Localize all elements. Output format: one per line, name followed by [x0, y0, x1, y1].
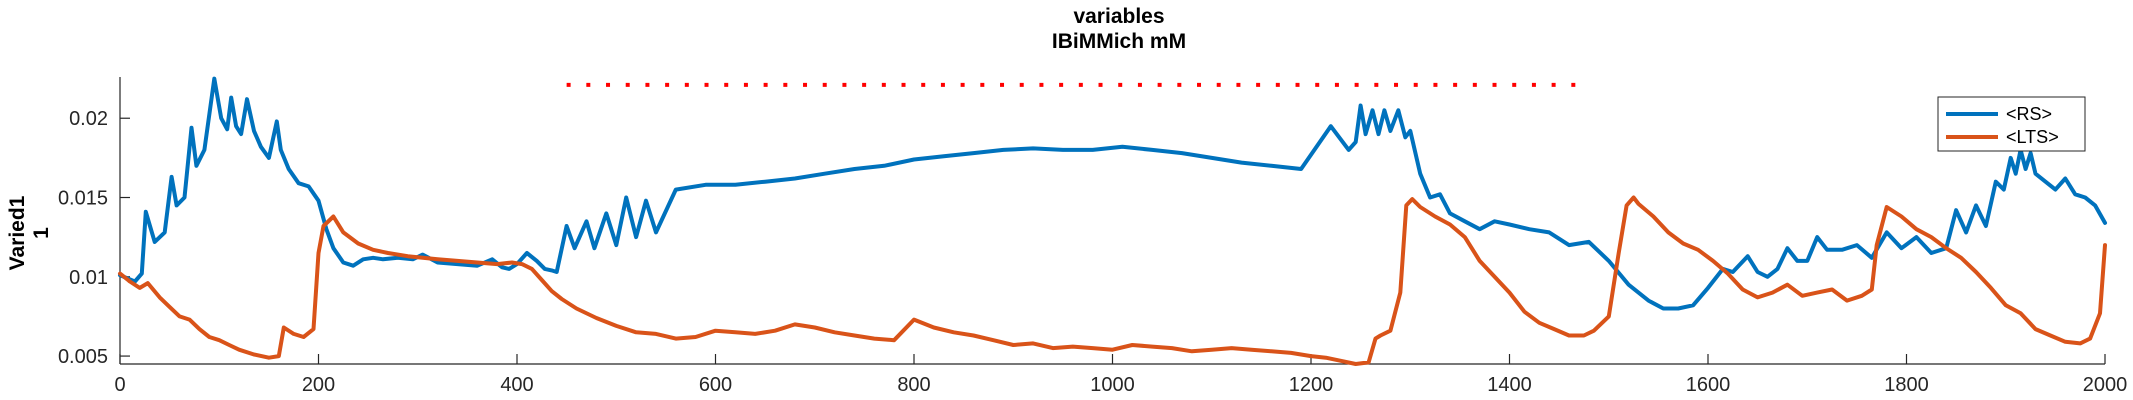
y-tick-label-1: 0.01	[69, 267, 108, 289]
x-tick-label-200: 200	[302, 374, 335, 396]
chart-title-line-1: variables	[1073, 5, 1164, 28]
x-tick-label-400: 400	[500, 374, 533, 396]
y-tick-label-3: 0.02	[69, 108, 108, 130]
x-tick-label-1400: 1400	[1487, 374, 1532, 396]
y-axis-label-line-2: 1	[30, 227, 53, 239]
series-line-rs	[118, 76, 2107, 311]
legend: <RS> <LTS>	[1937, 96, 2086, 152]
x-tick-label-1200: 1200	[1289, 374, 1334, 396]
y-tick-label-2: 0.015	[58, 188, 108, 210]
legend-label-1: <LTS>	[2006, 127, 2059, 147]
series-line-lts	[118, 195, 2107, 366]
y-axis-label: Varied1 1	[6, 195, 53, 270]
x-tick-label-0: 0	[114, 374, 125, 396]
legend-box	[1937, 96, 2086, 152]
plot-area: 0 200 400 600 800 1000 1200 1400 1600 1800 2000 0.0…	[58, 76, 2128, 396]
x-tick-label-2000: 2000	[2083, 374, 2128, 396]
x-tick-label-1600: 1600	[1686, 374, 1731, 396]
x-tick-label-1000: 1000	[1090, 374, 1135, 396]
chart-title-line-2: IBiMMich mM	[1052, 30, 1186, 53]
legend-label-0: <RS>	[2006, 104, 2052, 124]
x-tick-label-1800: 1800	[1884, 374, 1929, 396]
y-tick-label-0: 0.005	[58, 346, 108, 368]
y-axis-label-line-1: Varied1	[6, 195, 29, 270]
x-tick-label-600: 600	[699, 374, 732, 396]
x-tick-label-800: 800	[897, 374, 930, 396]
